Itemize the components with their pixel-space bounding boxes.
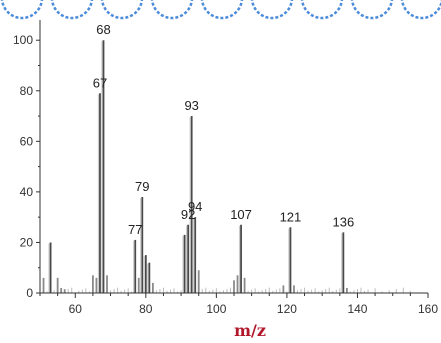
x-ticks: 60 80 100 120 140 160: [40, 293, 438, 316]
decorative-circle: [102, 0, 142, 18]
peak-label: 121: [280, 209, 302, 224]
decorative-circle: [302, 0, 342, 18]
decorative-circle: [2, 0, 42, 18]
peaks: [44, 40, 347, 293]
y-tick-label: 20: [20, 235, 34, 249]
y-tick-label: 60: [20, 134, 34, 148]
x-axis-title: m/z: [234, 321, 266, 340]
y-tick-label: 100: [13, 33, 33, 47]
decorative-circle: [252, 0, 292, 18]
decorative-circle: [202, 0, 242, 18]
decorative-circle: [352, 0, 392, 18]
x-tick-label: 80: [139, 302, 153, 316]
peak-label: 94: [188, 199, 202, 214]
decorative-circle: [152, 0, 192, 18]
x-tick-label: 100: [206, 302, 226, 316]
y-tick-label: 40: [20, 185, 34, 199]
peak-label: 136: [332, 214, 354, 229]
x-tick-label: 60: [69, 302, 83, 316]
peak-label: 68: [96, 22, 110, 37]
peak-label: 77: [128, 222, 142, 237]
x-tick-label: 120: [277, 302, 297, 316]
peak-label: 67: [93, 75, 107, 90]
decorative-circle: [52, 0, 92, 18]
decorative-top-band: [2, 0, 441, 18]
x-tick-label: 160: [418, 302, 438, 316]
peak-label: 93: [184, 98, 198, 113]
peak-label: 79: [135, 179, 149, 194]
y-tick-label: 0: [26, 286, 33, 300]
decorative-circle: [402, 0, 441, 18]
x-tick-label: 140: [347, 302, 367, 316]
peak-label: 107: [230, 207, 252, 222]
y-ticks: 0 20 40 60 80 100: [13, 33, 40, 300]
y-tick-label: 80: [20, 84, 34, 98]
